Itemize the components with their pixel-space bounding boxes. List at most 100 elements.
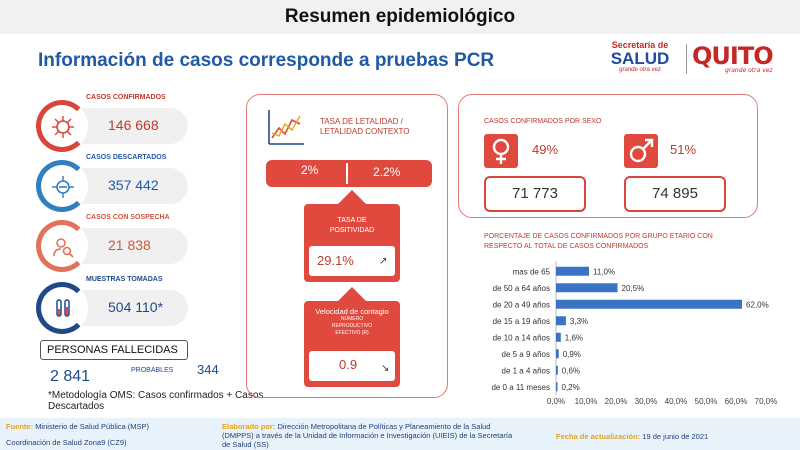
virus-icon	[52, 116, 74, 138]
data-label: 0,2%	[562, 383, 580, 392]
footer-fecha: Fecha de actualización: 19 de junio de 2…	[556, 432, 708, 441]
quito-logo-text: QUITO	[692, 42, 774, 70]
mujer-pct: 49%	[532, 142, 559, 157]
positividad-card: TASA DE POSITIVIDAD 29.1% ↗	[304, 204, 400, 282]
tick-label: 30,0%	[635, 397, 658, 406]
male-symbol	[629, 138, 654, 163]
female-icon	[484, 134, 518, 168]
test-tube-icon	[56, 299, 70, 317]
metodologia-note: *Metodología OMS: Casos confirmados + Ca…	[48, 390, 264, 412]
contagio-sub2: REPRODUCTIVO	[331, 323, 373, 329]
edad-chart-title: PORCENTAJE DE CASOS CONFIRMADOS POR GRUP…	[484, 232, 713, 252]
stat-label: CASOS CONFIRMADOS	[86, 94, 166, 101]
fallecidas-label: PERSONAS FALLECIDAS	[40, 340, 188, 360]
stat-pill	[74, 228, 188, 264]
category-label: de 50 a 64 años	[493, 284, 550, 293]
footer: Fuente: Ministerio de Salud Pública (MSP…	[0, 418, 800, 450]
salud-logo-big: SALUD	[610, 49, 670, 68]
stat-value: 21 838	[108, 237, 151, 253]
data-label: 3,3%	[570, 317, 588, 326]
edad-title-line2: RESPECTO AL TOTAL DE CASOS CONFIRMADOS	[484, 243, 649, 250]
fuente-label: Fuente:	[6, 422, 34, 431]
line-chart-icon	[268, 110, 304, 145]
fecha-label: Fecha de actualización:	[556, 432, 641, 441]
edad-title-line1: PORCENTAJE DE CASOS CONFIRMADOS POR GRUP…	[484, 233, 713, 240]
probables-value: 344	[197, 362, 219, 377]
tick-label: 10,0%	[575, 397, 598, 406]
hombre-pct: 51%	[670, 142, 697, 157]
stat-pill	[74, 168, 188, 204]
positividad-pointer	[338, 190, 366, 204]
edad-bar-chart: mas de 65 11,0% de 50 a 64 años 20,5% de 20 …	[491, 261, 778, 406]
tick-label: 50,0%	[695, 397, 718, 406]
chart-bar	[556, 299, 742, 309]
contagio-value: 0.9	[339, 357, 358, 372]
chart-bar	[556, 283, 618, 293]
data-label: 0,9%	[563, 350, 581, 359]
header-bar: Resumen epidemiológico	[0, 0, 800, 34]
elaborado-label: Elaborado por:	[222, 422, 276, 431]
page-subtitle: Información de casos corresponde a prueb…	[38, 50, 495, 71]
stat-casos-descartados: CASOS DESCARTADOS 357 442	[36, 154, 188, 214]
contagio-sub1: NÚMERO	[340, 316, 364, 322]
category-label: de 0 a 11 meses	[491, 383, 550, 392]
letalidad-contexto-value: 2.2%	[373, 165, 401, 179]
sexo-panel	[458, 94, 758, 218]
stat-label: CASOS CON SOSPECHA	[86, 214, 170, 221]
chart-bar	[556, 316, 566, 326]
stat-label: CASOS DESCARTADOS	[86, 154, 167, 161]
indicadores-panel	[246, 94, 448, 398]
fecha-text: 19 de junio de 2021	[642, 432, 709, 441]
category-label: de 15 a 19 años	[493, 317, 550, 326]
stat-ring	[36, 220, 88, 272]
data-label: 11,0%	[593, 267, 615, 276]
letalidad-label-line1: TASA DE LETALIDAD /	[320, 117, 403, 126]
quito-logo: QUITO grande otra vez	[692, 42, 774, 74]
positividad-value-box: 29.1% ↗	[309, 246, 395, 276]
chart-bar	[556, 332, 561, 342]
stat-value: 357 442	[108, 177, 159, 193]
stat-value: 146 668	[108, 117, 159, 133]
probables-label: PROBABLES	[131, 367, 174, 374]
mujer-count: 71 773	[484, 176, 586, 212]
footer-coordinacion: Coordinación de Salud Zona9 (CZ9)	[6, 438, 127, 447]
category-label: de 1 a 4 años	[502, 366, 550, 375]
category-label: de 10 a 14 años	[493, 333, 550, 342]
tick-label: 70,0%	[755, 397, 778, 406]
stat-ring	[36, 100, 88, 152]
stat-value: 504 110*	[108, 299, 164, 315]
category-label: de 5 a 9 años	[502, 350, 550, 359]
tick-label: 0,0%	[547, 397, 565, 406]
tasa-letalidad-value: 2%	[301, 163, 319, 177]
letalidad-label-line2: LETALIDAD CONTEXTO	[320, 127, 410, 136]
page-title: Resumen epidemiológico	[284, 6, 516, 27]
trend-up-icon: ↗	[379, 256, 388, 267]
hombre-count: 74 895	[624, 176, 726, 212]
contagio-label-main: Velocidad de contagio	[315, 307, 389, 316]
contagio-sub3: EFECTIVO (R)	[335, 330, 369, 336]
data-label: 62,0%	[746, 300, 769, 309]
stat-ring	[36, 160, 88, 212]
stat-casos-confirmados: CASOS CONFIRMADOS 146 668	[36, 94, 188, 154]
contagio-value-box: 0.9 ↘	[309, 351, 395, 381]
stat-pill	[74, 290, 188, 326]
positividad-label: TASA DE POSITIVIDAD	[304, 216, 400, 236]
trend-down-icon: ↘	[381, 363, 390, 374]
stat-casos-sospecha: CASOS CON SOSPECHA 21 838	[36, 214, 188, 274]
footer-fuente: Fuente: Ministerio de Salud Pública (MSP…	[6, 422, 149, 431]
stat-pill	[74, 108, 188, 144]
data-label: 0,6%	[562, 366, 580, 375]
positividad-label-line1: TASA DE	[337, 217, 367, 224]
chart-bar	[556, 382, 558, 392]
salud-logo: Secretaría de SALUD grande otra vez	[600, 40, 680, 73]
fallecidas-value: 2 841	[50, 368, 91, 385]
positividad-value: 29.1%	[317, 253, 354, 268]
letalidad-divider	[346, 163, 348, 184]
stat-muestras-tomadas: MUESTRAS TOMADAS 504 110*	[36, 276, 188, 336]
category-label: de 20 a 49 años	[493, 300, 550, 309]
stat-ring	[36, 282, 88, 334]
virus-icon	[52, 176, 74, 198]
footer-elaborado: Elaborado por: Dirección Metropolitana d…	[222, 422, 522, 449]
fuente-text: Ministerio de Salud Pública (MSP)	[35, 422, 149, 431]
logo-divider	[686, 44, 687, 74]
